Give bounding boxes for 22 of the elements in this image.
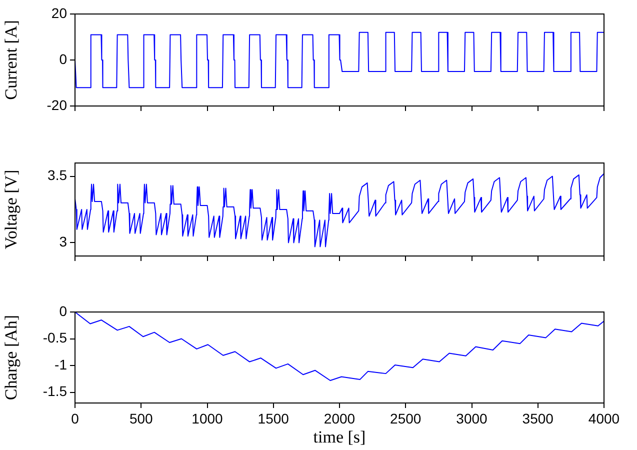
x-tick-label: 1500 <box>258 410 290 426</box>
x-tick-label: 500 <box>129 410 154 426</box>
y-tick-label: -1.5 <box>42 383 68 400</box>
x-tick-label: 3000 <box>456 410 488 426</box>
y-tick-label: 20 <box>51 4 68 21</box>
y-tick-label: 3 <box>59 234 68 250</box>
x-tick-label: 2000 <box>324 410 356 426</box>
y-tick-label: 0 <box>59 50 68 67</box>
x-tick-label: 4000 <box>588 410 620 426</box>
y-tick-label: 0 <box>59 302 68 319</box>
y-axis-title: Charge [Ah] <box>2 314 21 400</box>
y-tick-label: -0.5 <box>42 330 68 346</box>
x-tick-label: 2500 <box>390 410 422 426</box>
y-axis-title: Voltage [V] <box>2 170 21 250</box>
x-tick-label: 1000 <box>192 410 224 426</box>
y-axis-title: Current [A] <box>2 20 21 100</box>
x-tick-label: 3500 <box>522 410 554 426</box>
y-tick-label: -20 <box>46 96 68 113</box>
x-tick-label: 0 <box>71 410 80 426</box>
y-tick-label: -1 <box>54 356 68 372</box>
x-axis-title: time [s] <box>313 427 366 446</box>
y-tick-label: 3.5 <box>48 167 68 184</box>
